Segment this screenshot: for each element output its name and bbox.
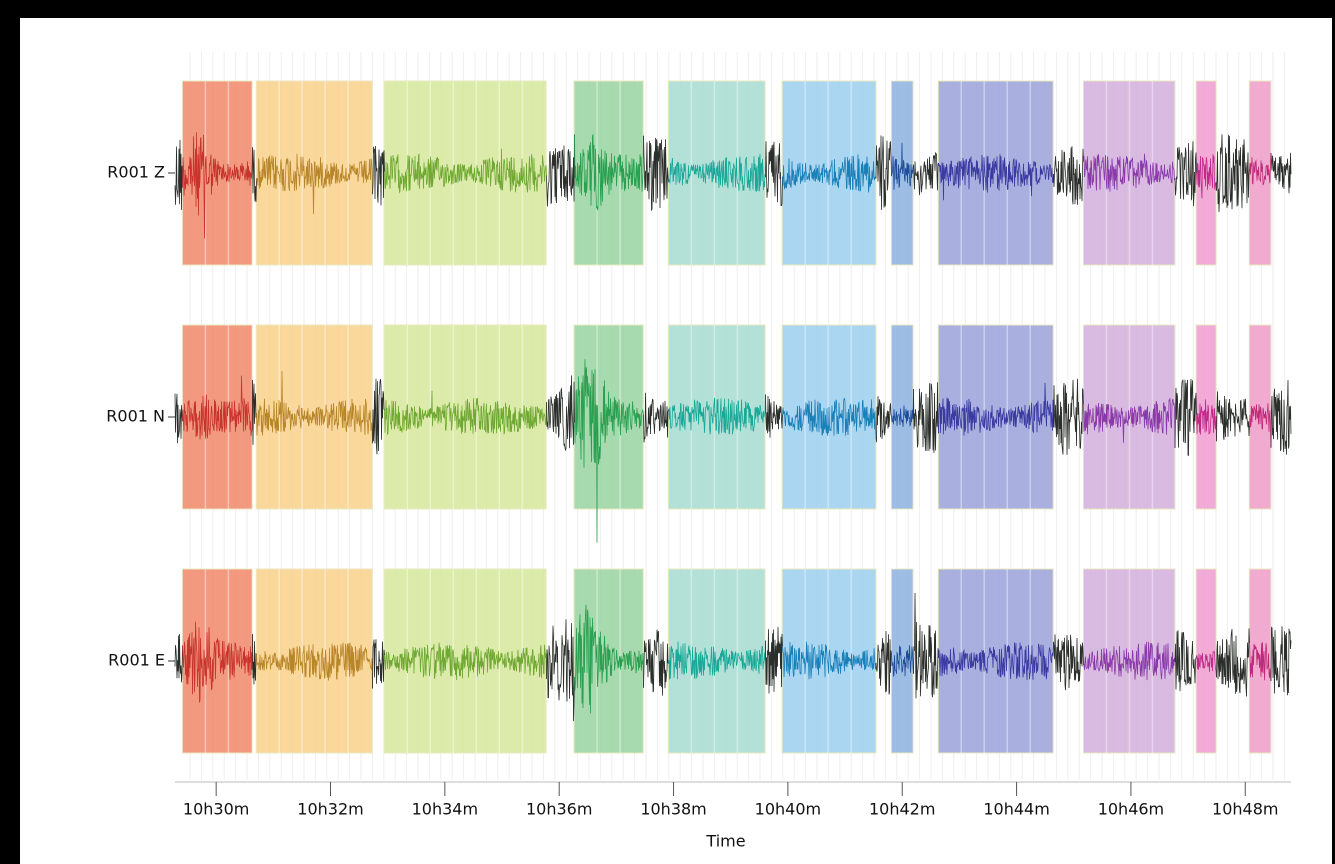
waveform (782, 397, 877, 438)
waveform (546, 134, 575, 207)
waveform (1174, 630, 1197, 692)
waveform (174, 633, 183, 683)
waveform (875, 135, 892, 210)
waveform (668, 640, 766, 680)
waveform (1083, 398, 1176, 449)
waveform (643, 392, 669, 443)
waveform (256, 153, 373, 215)
trace-label: R001 Z (107, 163, 165, 182)
waveform (913, 592, 939, 699)
waveform (875, 630, 892, 695)
waveform (782, 154, 877, 193)
x-tick-label: 10h36m (526, 800, 592, 819)
waveform (1174, 378, 1197, 456)
waveform (875, 396, 892, 443)
waveform (643, 135, 669, 212)
trace-label: R001 E (108, 651, 165, 670)
waveform (1196, 650, 1217, 678)
waveform (546, 619, 575, 722)
waveform (913, 382, 939, 454)
waveform (372, 145, 385, 206)
waveform (256, 370, 373, 444)
waveform (1216, 628, 1250, 697)
waveform (1249, 642, 1272, 682)
waveform (938, 154, 1054, 201)
waveform (384, 148, 547, 194)
waveform (256, 642, 373, 689)
waveform (1174, 141, 1197, 207)
x-tick-label: 10h46m (1098, 800, 1164, 819)
x-tick-label: 10h32m (297, 800, 363, 819)
waveform (782, 641, 877, 680)
waveform (546, 375, 575, 451)
waveform (668, 394, 766, 435)
waveform (384, 642, 547, 681)
waveform (372, 378, 385, 455)
waveform (938, 382, 1054, 436)
trace-label: R001 N (106, 407, 165, 426)
waveform (574, 359, 644, 543)
x-tick-label: 10h42m (869, 800, 935, 819)
x-tick-label: 10h48m (1212, 800, 1278, 819)
waveform (1270, 626, 1292, 696)
waveform (182, 621, 253, 703)
waveform (252, 380, 257, 445)
waveform (372, 639, 385, 689)
waveform (913, 151, 939, 196)
waveform (1216, 391, 1250, 442)
x-tick-label: 10h38m (640, 800, 706, 819)
waveform (1196, 399, 1217, 442)
waveform (668, 153, 766, 192)
waveform (891, 142, 914, 190)
waveform (1083, 153, 1176, 192)
x-tick-label: 10h40m (755, 800, 821, 819)
waveform (1083, 641, 1176, 681)
waveform (174, 139, 183, 211)
window (1082, 568, 1176, 754)
waveform (252, 147, 257, 203)
waveform (938, 641, 1054, 681)
waveform (1249, 153, 1272, 186)
waveform (1216, 134, 1250, 213)
window (937, 324, 1054, 510)
waveform (384, 390, 547, 435)
x-axis-label: Time (705, 832, 745, 851)
window (1195, 568, 1217, 754)
waveform (1270, 380, 1292, 455)
waveform (1053, 634, 1084, 691)
x-tick-label: 10h34m (412, 800, 478, 819)
waveform (174, 393, 183, 444)
waveform (1053, 378, 1084, 455)
waveform (182, 375, 253, 440)
waveform (643, 629, 669, 696)
waveform (182, 132, 253, 239)
x-tick-label: 10h30m (183, 800, 249, 819)
waveform (765, 626, 783, 694)
waveform (252, 634, 257, 685)
waveform (891, 388, 914, 427)
waveform (1270, 152, 1292, 194)
x-tick-label: 10h44m (983, 800, 1049, 819)
waveform (1249, 403, 1272, 448)
waveform (1196, 153, 1217, 199)
waveform (765, 141, 783, 207)
waveform (574, 604, 644, 714)
waveform (1053, 146, 1084, 205)
waveform (574, 133, 644, 211)
waveform (765, 394, 783, 438)
waveform (891, 645, 914, 678)
